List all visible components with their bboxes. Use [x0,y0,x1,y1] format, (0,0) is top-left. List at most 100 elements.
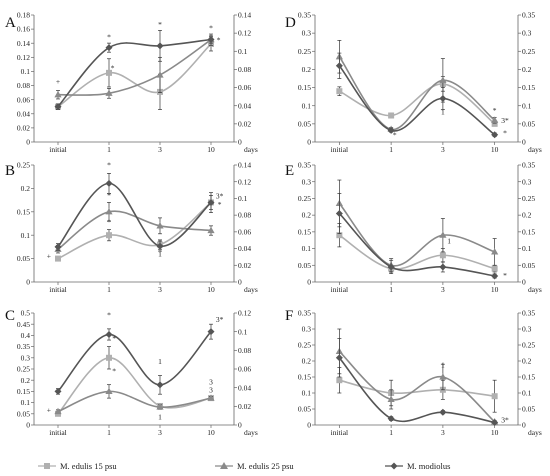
x-tick-label: 10 [207,285,215,294]
series-line [338,56,496,131]
y-tick-label: 0 [307,421,311,430]
x-tick-label: 1 [107,145,111,154]
x-tick-label: 3 [441,285,445,294]
x-unit-label: days [528,428,542,437]
y-tick-label: 0 [307,138,311,147]
y2-tick-label: 0.1 [522,101,532,110]
x-tick-label: initial [49,145,67,154]
y-tick-label: 0.05 [17,409,30,418]
y-tick-label: 0.2 [21,184,31,193]
series-line [338,350,496,423]
y2-tick-label: 0.06 [238,227,251,236]
data-point [491,393,498,400]
y2-tick-label: 0.35 [522,161,535,170]
series-m-modiolus [54,173,215,252]
y-tick-label: 0.06 [17,95,30,104]
y-tick-label: 0.35 [298,161,311,170]
panel-label: E [285,163,294,179]
y2-tick-label: 0.15 [522,227,535,236]
data-point [207,226,215,234]
series-line [57,331,212,392]
data-point [439,252,446,259]
series-line [338,212,495,277]
series-line [57,182,212,248]
y-tick-label: 0.12 [17,53,30,62]
x-tick-label: 1 [107,428,111,437]
data-point [54,90,62,98]
data-point [491,120,498,127]
y-tick-label: 0.1 [302,244,312,253]
x-tick-label: 3 [158,285,162,294]
y-tick-label: 0.08 [17,81,30,90]
x-unit-label: days [244,428,258,437]
legend-label: M. edulis 15 psu [60,461,117,471]
y2-tick-label: 0.04 [238,101,251,110]
x-unit-label: days [244,285,258,294]
x-tick-label: 10 [207,428,215,437]
series-line [338,65,496,136]
y2-tick-label: 0.25 [522,194,535,203]
data-point [387,263,395,271]
significance-mark: * [209,24,213,33]
y2-tick-label: 0.05 [522,405,535,414]
significance-mark: 3* [216,315,224,324]
data-point [387,415,395,423]
significance-mark: + [47,406,51,415]
y-tick-label: 0.25 [17,161,30,170]
x-tick-label: 10 [491,428,499,437]
x-unit-label: days [528,145,542,154]
y2-tick-label: 0 [522,278,526,287]
series-line [339,379,495,397]
significance-mark: * [393,131,397,140]
y2-tick-label: 0.12 [238,177,251,186]
data-point [491,418,499,426]
chart-panel-e: E 0 0.05 0.1 0.15 0.2 0.25 0.3 0.35 0 0.05 0.1 0.15 0… [285,161,542,294]
y2-tick-label: 0.14 [238,11,251,20]
x-tick-label: 3 [441,145,445,154]
x-tick-label: initial [331,428,349,437]
data-point [156,403,164,410]
data-point [335,62,343,70]
y-tick-label: 0.04 [17,109,30,118]
significance-mark: * [107,33,111,42]
significance-mark: * [107,191,111,200]
y2-tick-label: 0.3 [522,29,532,38]
x-tick-label: 1 [389,285,393,294]
y-tick-label: 0 [26,278,30,287]
chart-panel-c: C 0 0.05 0.1 0.15 0.2 0.25 0.3 0.35 0.4 0.45 0.5 0 0.… [5,308,258,437]
y-tick-label: 0.15 [298,227,311,236]
data-point [336,88,343,95]
legend-item-edulis25: M. edulis 25 psu [215,461,294,471]
series-line [57,390,212,413]
data-point [106,354,112,361]
data-point [54,103,62,111]
y-tick-label: 0.18 [17,11,30,20]
y-tick-label: 0.16 [17,25,30,34]
data-point [105,208,113,215]
significance-mark: 1 [447,237,451,246]
y2-tick-label: 0 [238,278,242,287]
series-m-edulis-15-psu [55,36,214,110]
y-tick-label: 0.5 [21,309,31,318]
y-tick-label: 0.35 [17,342,30,351]
y2-tick-label: 0 [238,138,242,147]
y2-tick-label: 0.1 [238,194,248,203]
y2-tick-label: 0.1 [522,389,532,398]
series-m-edulis-25-psu [335,40,499,132]
significance-mark: 3 [209,386,213,395]
data-point [491,248,499,255]
legend-item-modiolus: M. modiolus [385,461,450,471]
y-tick-label: 0.15 [298,83,311,92]
significance-mark: * [503,271,507,280]
series-m-modiolus [335,193,499,280]
y-tick-label: 0.25 [298,341,311,350]
y2-tick-label: 0.15 [522,83,535,92]
significance-mark: * [111,64,115,73]
data-point [106,69,112,76]
y2-tick-label: 0 [522,138,526,147]
data-point [54,243,62,251]
x-tick-label: 3 [158,145,162,154]
y2-tick-label: 0.25 [522,341,535,350]
significance-mark: + [56,77,60,86]
y-tick-label: 0.25 [298,194,311,203]
